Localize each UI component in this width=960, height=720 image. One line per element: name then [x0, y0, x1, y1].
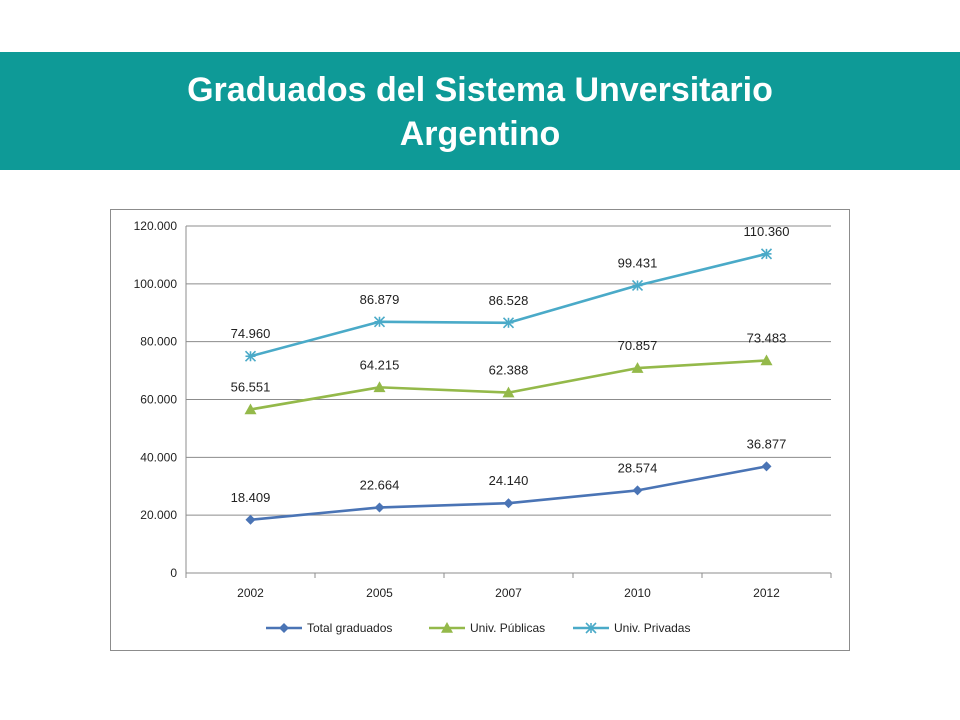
- slide-title-line-2: Argentino: [399, 115, 561, 153]
- chart-frame: 0 20.000 40.000 60.000 80.000 100.000 120.000 2…: [110, 209, 850, 651]
- legend-marker: [585, 622, 597, 634]
- y-tick-label: 100.000: [134, 277, 178, 291]
- data-label: 28.574: [618, 460, 658, 475]
- data-label: 86.879: [360, 292, 400, 307]
- slide-title-band: Graduados del Sistema Unversitario Argen…: [0, 52, 960, 170]
- legend-marker: [441, 622, 453, 633]
- data-point: [244, 350, 257, 362]
- data-label: 62.388: [489, 363, 529, 378]
- x-tick-label: 2002: [237, 586, 264, 600]
- x-tick-label: 2007: [495, 586, 522, 600]
- data-label: 18.409: [231, 490, 271, 505]
- data-point: [502, 386, 515, 398]
- data-label: 70.857: [618, 338, 658, 353]
- data-point: [760, 354, 773, 366]
- y-tick-label: 40.000: [140, 450, 177, 464]
- data-label: 56.551: [231, 379, 271, 394]
- y-tick-label: 80.000: [140, 335, 177, 349]
- data-point: [244, 403, 257, 415]
- data-label: 24.140: [489, 473, 529, 488]
- legend-label: Univ. Públicas: [470, 621, 545, 635]
- data-label: 110.360: [743, 224, 789, 239]
- data-point: [761, 461, 772, 472]
- legend-label: Total graduados: [307, 621, 392, 635]
- data-point: [245, 514, 256, 525]
- y-tick-label: 120.000: [134, 219, 178, 233]
- x-tick-label: 2005: [366, 586, 393, 600]
- x-tick-label: 2012: [753, 586, 780, 600]
- data-point: [373, 381, 386, 393]
- x-tick-label: 2010: [624, 586, 651, 600]
- data-label: 99.431: [618, 255, 658, 270]
- data-point: [503, 498, 514, 509]
- data-label: 22.664: [360, 477, 400, 492]
- data-point: [631, 279, 644, 292]
- y-tick-label: 0: [170, 566, 177, 580]
- data-point: [502, 317, 515, 329]
- data-label: 64.215: [360, 357, 400, 372]
- data-point: [374, 502, 385, 513]
- y-tick-label: 20.000: [140, 508, 177, 522]
- data-label: 36.877: [747, 436, 787, 451]
- data-label: 74.960: [231, 326, 271, 341]
- data-label: 73.483: [747, 331, 787, 346]
- y-tick-label: 60.000: [140, 393, 177, 407]
- data-point: [373, 316, 386, 328]
- data-point: [632, 485, 643, 496]
- line-chart: 0 20.000 40.000 60.000 80.000 100.000 120.000 2…: [134, 219, 832, 635]
- data-point: [631, 362, 644, 373]
- data-label: 86.528: [489, 293, 529, 308]
- slide-title-line-1: Graduados del Sistema Unversitario: [187, 71, 773, 109]
- data-point: [760, 248, 773, 260]
- legend-label: Univ. Privadas: [614, 621, 690, 635]
- legend-marker: [279, 623, 289, 633]
